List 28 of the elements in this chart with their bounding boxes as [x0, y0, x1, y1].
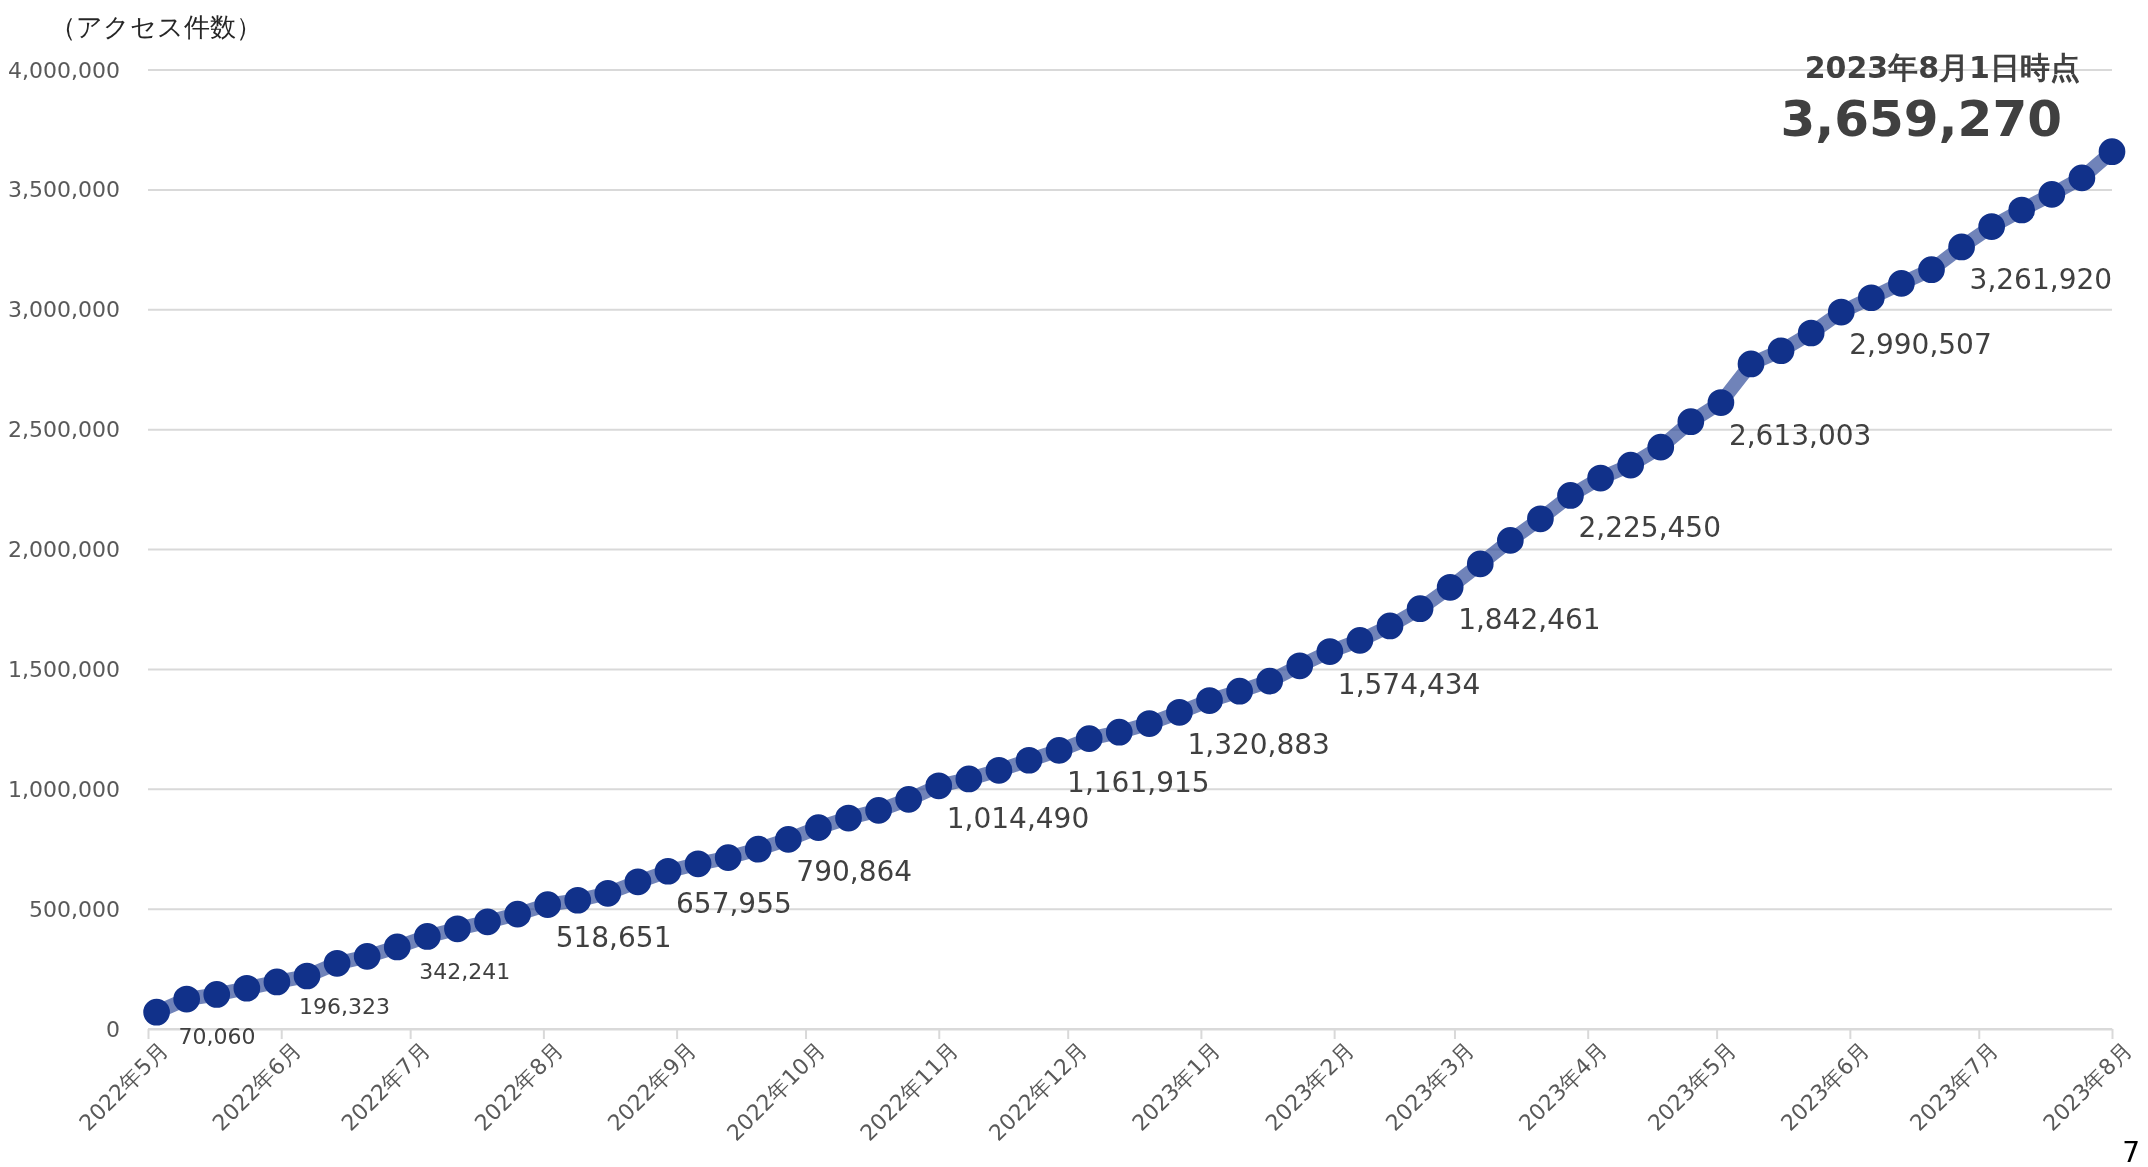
data-label: 1,320,883	[1187, 728, 1330, 762]
text: 7	[2122, 1136, 2140, 1167]
data-label: 342,241	[419, 958, 511, 984]
data-label: 70,060	[178, 1024, 256, 1050]
data-label: 1,161,915	[1067, 766, 1210, 800]
data-label: 790,864	[796, 855, 913, 889]
data-label: 1,842,461	[1458, 603, 1601, 637]
y-tick-label: 3,500,000	[8, 177, 120, 203]
data-label: 3,261,920	[1969, 262, 2113, 296]
annotation: 2023年8月1日時点	[1804, 50, 2080, 85]
y-tick-label: 1,500,000	[8, 656, 120, 682]
y-tick-label: 2,500,000	[8, 417, 120, 443]
y-tick-label: 4,000,000	[8, 57, 120, 83]
data-label: 657,955	[676, 887, 792, 921]
y-tick-label: 3,000,000	[8, 297, 120, 323]
y-axis-title: （アクセス件数）	[50, 12, 262, 42]
y-tick-label: 2,000,000	[8, 537, 120, 563]
data-label: 1,014,490	[946, 801, 1090, 835]
data-label: 518,651	[555, 920, 672, 954]
data-label: 2,990,507	[1849, 328, 1992, 362]
y-tick-label: 500,000	[29, 896, 120, 922]
data-label: 2,613,003	[1728, 418, 1872, 452]
data-label: 3,659,270	[1780, 89, 2062, 148]
y-tick-label: 1,000,000	[8, 776, 120, 802]
y-tick-label: 0	[106, 1016, 120, 1042]
data-label: 2,225,450	[1578, 511, 1722, 545]
data-label: 1,574,434	[1337, 667, 1481, 701]
data-label: 196,323	[298, 993, 390, 1019]
